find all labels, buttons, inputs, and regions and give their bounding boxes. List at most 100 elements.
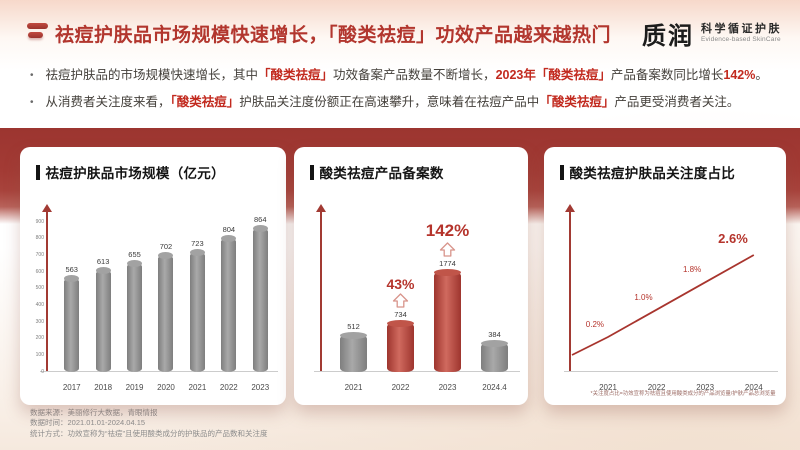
bullet-text: 护肤品关注度份额正在高速攀升，意味着在祛痘产品中 (239, 95, 540, 109)
bar-column: 723 (182, 238, 213, 372)
y-tick-label: 700 (35, 251, 44, 258)
bullet-text: 祛痘护肤品的市场规模快速增长，其中 (45, 68, 259, 82)
logo-name: 质润 (642, 23, 694, 50)
footer-line-source: 数据来源：美丽修行大数据，青眼情报 (30, 407, 158, 417)
bullet-item: • 祛痘护肤品的市场规模快速增长，其中「酸类祛痘」功效备案产品数量不断增长，202… (30, 62, 780, 89)
bullet-text: 产品备案数同比增长 (610, 68, 724, 82)
bullet-dot: • (30, 97, 34, 108)
card-title: 酸类祛痘护肤品关注度占比 (544, 147, 786, 182)
x-axis-line (564, 371, 778, 372)
bar-value: 1774 (439, 259, 456, 268)
x-tick-label: 2023 (251, 383, 270, 392)
x-tick-label: 2021 (344, 383, 363, 392)
x-axis-line (40, 371, 278, 372)
bar (252, 225, 268, 372)
point-label: 1.0% (634, 292, 653, 302)
x-tick-label: 2017 (62, 383, 81, 392)
page-title: 祛痘护肤品市场规模快速增长，「酸类祛痘」功效产品越来越热门 (55, 25, 612, 46)
bar-value: 512 (347, 322, 360, 331)
chart-title: 酸类祛痘护肤品关注度占比 (569, 166, 736, 181)
card-attention-share: 酸类祛痘护肤品关注度占比 0.2% 1.0% 1.8% 2.6% 2021 2022 202… (544, 147, 786, 405)
title-bar-icon (36, 164, 40, 180)
x-tick-label: 2023 (696, 383, 715, 392)
chart-registrations: 512 43% 734 142% 1774 384 2021 2022 2023 2024.4 (308, 191, 520, 396)
y-tick-label: 300 (35, 318, 44, 325)
up-arrow-icon (392, 292, 409, 308)
chart-attention-share: 0.2% 1.0% 1.8% 2.6% 2021 2022 2023 2024 (558, 191, 778, 396)
bar (434, 269, 461, 372)
x-tick-label: 2022 (391, 383, 410, 392)
x-tick-label: 2019 (125, 383, 144, 392)
bullet-text: 「酸类祛痘」 (258, 68, 334, 82)
chart-footnote: *关注度占比=功效宣称为祛痘且使用酸类成分的产品浏览量/护肤产品总浏览量 (591, 391, 776, 397)
y-tick-label: 600 (35, 268, 44, 275)
brand-dash-icon (27, 23, 48, 38)
chart-market-size: 900 800 700 600 500 400 300 200 100 0 563 613 655 702… (34, 191, 278, 396)
card-title: 酸类祛痘产品备案数 (294, 147, 528, 182)
bullet-text: 142% (723, 68, 756, 82)
bar-column: 702 (150, 242, 181, 372)
bullet-dot: • (30, 70, 34, 81)
bar (158, 252, 174, 372)
x-tick-label: 2022 (219, 383, 238, 392)
x-tick-label: 2024.4 (482, 383, 507, 392)
dash-bar-bottom (28, 32, 43, 38)
growth-label: 43% (386, 275, 415, 292)
point-label: 2.6% (718, 230, 748, 246)
bar (64, 275, 80, 372)
bar (481, 339, 508, 372)
bar-value: 804 (222, 225, 236, 234)
bar (221, 235, 237, 372)
bar-column: 563 (56, 265, 87, 372)
x-tick-label: 2021 (188, 383, 207, 392)
bar-value: 563 (65, 265, 78, 275)
x-tick-label: 2020 (157, 383, 175, 392)
bar-column: 43% 734 (377, 276, 424, 372)
bar-column: 142% 1774 (424, 221, 471, 372)
logo-tagline-cn: 科学循证护肤 (701, 22, 782, 35)
bullet-text: 产品更受消费者关注。 (614, 95, 740, 109)
bar-value: 723 (191, 238, 204, 248)
bar (340, 332, 367, 372)
card-market-size: 祛痘护肤品市场规模（亿元） 900 800 700 600 500 400 300 200 10… (20, 147, 286, 405)
y-axis (46, 212, 48, 372)
growth-label: 142% (425, 221, 470, 240)
y-tick-label: 800 (35, 235, 44, 242)
point-label: 1.8% (682, 265, 702, 275)
title-bar-icon (310, 164, 314, 180)
bar-column: 384 (471, 330, 518, 372)
y-tick-label: 400 (35, 301, 44, 308)
card-registrations: 酸类祛痘产品备案数 512 43% 734 142% 1774 384 2021 2022 20… (294, 147, 528, 405)
bullet-text: 「酸类祛痘」 (539, 95, 615, 109)
bullet-text: 「酸类祛痘」 (535, 68, 611, 82)
bar (95, 266, 111, 372)
x-tick-label: 2018 (94, 383, 113, 392)
bar-column: 613 (87, 257, 118, 372)
bar-column: 864 (245, 215, 276, 372)
bar-value: 864 (253, 215, 267, 224)
bullet-text: 功效备案产品数量不断增长， (333, 68, 496, 82)
title-bar-icon (560, 164, 564, 180)
y-tick-label: 900 (35, 218, 44, 225)
bar-column: 512 (330, 322, 377, 372)
point-label: 0.2% (585, 320, 604, 329)
dash-bar-top (27, 23, 48, 29)
bar-value: 384 (488, 329, 501, 339)
brand-logo: 质润 科学循证护肤 Evidence-based SkinCare (642, 16, 782, 51)
y-axis (320, 212, 322, 372)
bar-value: 613 (96, 256, 110, 266)
bar (387, 319, 414, 372)
bullet-list: • 祛痘护肤品的市场规模快速增长，其中「酸类祛痘」功效备案产品数量不断增长，202… (30, 62, 780, 116)
up-arrow-icon (439, 242, 456, 257)
bullet-text: 2023年 (495, 68, 536, 82)
x-tick-label: 2024 (744, 383, 763, 392)
x-tick-label: 2023 (438, 383, 457, 392)
chart-title: 酸类祛痘产品备案数 (319, 166, 444, 181)
logo-tagline-en: Evidence-based SkinCare (701, 36, 781, 44)
footer-line-period: 数据时间：2021.01.01-2024.04.15 (30, 418, 146, 427)
bar-column: 655 (119, 250, 150, 372)
bullet-text: 。 (755, 68, 768, 82)
trend-line (571, 254, 756, 370)
y-tick-label: 200 (35, 335, 44, 342)
